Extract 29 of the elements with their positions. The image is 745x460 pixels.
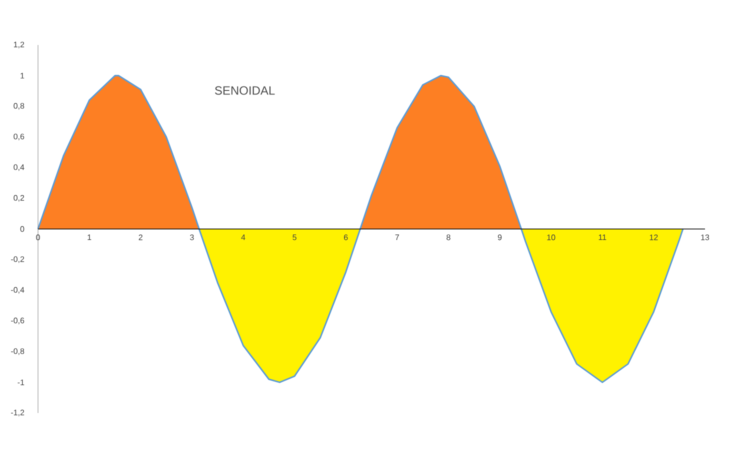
y-tick-label: 0,4 <box>14 164 24 171</box>
y-tick-label: 0,8 <box>14 103 24 110</box>
x-tick-label: 4 <box>241 234 246 240</box>
x-tick-label: 11 <box>598 234 606 240</box>
line-series <box>37 74 684 384</box>
x-tick-label: 5 <box>292 234 296 240</box>
x-tick-label: 13 <box>701 234 710 240</box>
x-tick-label: 12 <box>650 234 658 240</box>
x-tick-label: 3 <box>190 234 194 240</box>
y-tick-label: 0,2 <box>14 195 24 202</box>
y-tick-label: -0,6 <box>11 318 24 324</box>
y-tick-label: 1,2 <box>14 42 24 48</box>
y-tick-label: 0 <box>20 226 24 232</box>
x-tick-label: 0 <box>36 234 40 240</box>
y-tick-label: -0,2 <box>11 256 24 263</box>
y-tick-label: 0,6 <box>14 134 24 140</box>
x-tick-label: 7 <box>395 234 399 240</box>
x-tick-label: 10 <box>547 234 556 240</box>
y-tick-label: -1,2 <box>11 410 24 416</box>
x-tick-label: 2 <box>138 234 142 240</box>
x-tick-label: 9 <box>498 234 502 240</box>
text: SENOIDAL <box>214 86 275 95</box>
x-tick-label: 8 <box>446 234 450 240</box>
x-tick-label: 6 <box>344 234 348 240</box>
y-tick-label: -0,8 <box>11 348 24 355</box>
x-tick-label: 1 <box>88 234 92 240</box>
y-tick-label: -1 <box>18 380 24 386</box>
y-tick-label: 1 <box>20 72 24 78</box>
y-tick-label: -0,4 <box>11 287 24 294</box>
